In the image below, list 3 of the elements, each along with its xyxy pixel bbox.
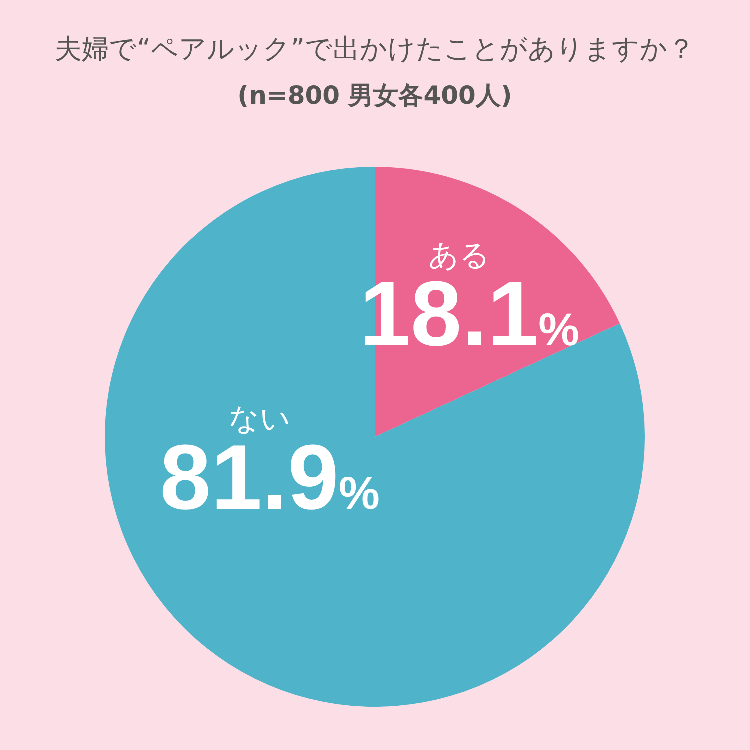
- chart-title: 夫婦で“ペアルック”で出かけたことがありますか？: [55, 34, 695, 65]
- pie-slice: [105, 167, 645, 707]
- chart-subtitle: (n=800 男女各400人): [238, 81, 512, 110]
